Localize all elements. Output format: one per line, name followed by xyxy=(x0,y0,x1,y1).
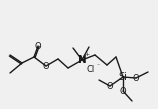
Text: O: O xyxy=(43,61,49,71)
Text: Cl: Cl xyxy=(87,65,95,73)
Text: ⁻: ⁻ xyxy=(96,65,100,70)
Text: +: + xyxy=(84,51,90,56)
Text: N: N xyxy=(78,55,86,65)
Text: Si: Si xyxy=(118,72,128,82)
Text: O: O xyxy=(35,42,41,50)
Text: O: O xyxy=(107,82,113,90)
Text: O: O xyxy=(133,73,139,83)
Text: O: O xyxy=(120,87,126,95)
